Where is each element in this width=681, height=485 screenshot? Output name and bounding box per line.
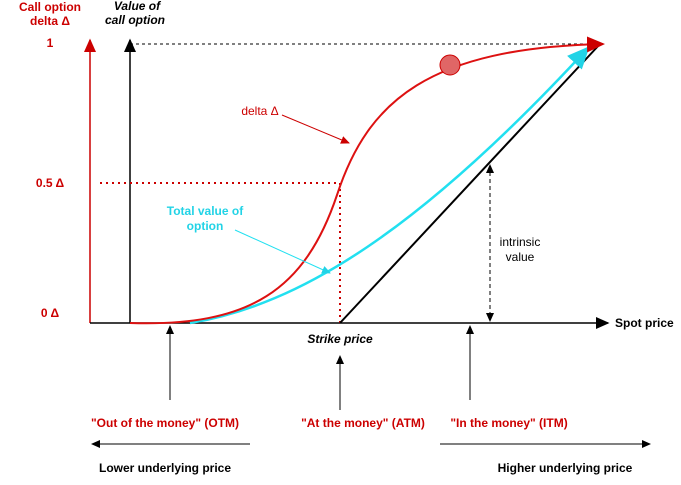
delta-tick: 0 Δ bbox=[41, 306, 60, 320]
value-axis-title: Value of bbox=[114, 0, 161, 13]
value-pointer bbox=[234, 229, 331, 274]
total-value-annotation: Total value of bbox=[167, 204, 244, 218]
strike-label: Strike price bbox=[307, 332, 373, 346]
region-label: "Out of the money" (OTM) bbox=[91, 416, 239, 430]
delta-annotation: delta Δ bbox=[241, 104, 278, 118]
value-axis-title: call option bbox=[105, 13, 165, 27]
total-value-annotation: option bbox=[187, 219, 224, 233]
delta-tick: 0.5 Δ bbox=[36, 176, 65, 190]
region-label: "At the money" (ATM) bbox=[301, 416, 425, 430]
delta-axis-title: Call option bbox=[19, 0, 81, 14]
region-label: "In the money" (ITM) bbox=[450, 416, 567, 430]
delta-curve bbox=[129, 36, 605, 325]
delta-pointer bbox=[281, 114, 350, 144]
delta-axis-title: delta Δ bbox=[30, 14, 70, 28]
total-value-curve bbox=[189, 46, 590, 325]
marker-dot bbox=[439, 54, 461, 76]
direction-label: Lower underlying price bbox=[99, 461, 231, 475]
direction-label: Higher underlying price bbox=[498, 461, 633, 475]
spot-axis-title: Spot price bbox=[615, 316, 674, 330]
delta-tick: 1 bbox=[47, 36, 54, 50]
intrinsic-line bbox=[339, 43, 601, 324]
intrinsic-annotation: intrinsic bbox=[500, 235, 541, 249]
intrinsic-annotation: value bbox=[506, 250, 535, 264]
